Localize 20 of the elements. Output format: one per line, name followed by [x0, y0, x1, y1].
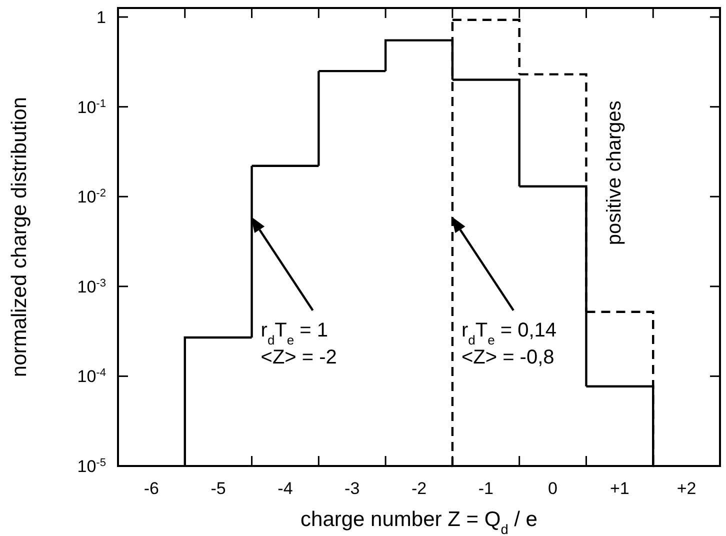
y-tick-label: 10$^{-1}$ [77, 98, 106, 117]
x-tick-label: -4 [278, 479, 293, 498]
y-tick-label: 10$^{-3}$ [77, 277, 106, 296]
y-tick-label: 10$^{-5}$ [77, 457, 106, 476]
y-tick-label: 1 [96, 8, 106, 28]
y-axis-title: normalized charge distribution [8, 96, 31, 378]
annotation: r$_{d}$T$_{e}$ = 1 <Z> = -2 [260, 319, 337, 368]
x-tick-label: +2 [676, 479, 696, 498]
x-axis-title: charge number Z = Q$_{d}$ / e [300, 508, 538, 536]
x-tick-label: 0 [548, 479, 558, 498]
annotation: r$_{d}$T$_{e}$ = 0,14 <Z> = -0,8 [461, 319, 557, 368]
y-tick-label: 10$^{-2}$ [77, 188, 106, 207]
x-tick-label: -3 [344, 479, 360, 498]
x-tick-label: -1 [478, 479, 494, 498]
x-tick-label: +1 [610, 479, 630, 498]
x-tick-label: -2 [411, 479, 427, 498]
x-tick-label: -5 [210, 479, 226, 498]
annotation: positive charges [604, 100, 626, 246]
y-tick-label: 10$^{-4}$ [77, 367, 106, 386]
x-tick-label: -6 [144, 479, 160, 498]
